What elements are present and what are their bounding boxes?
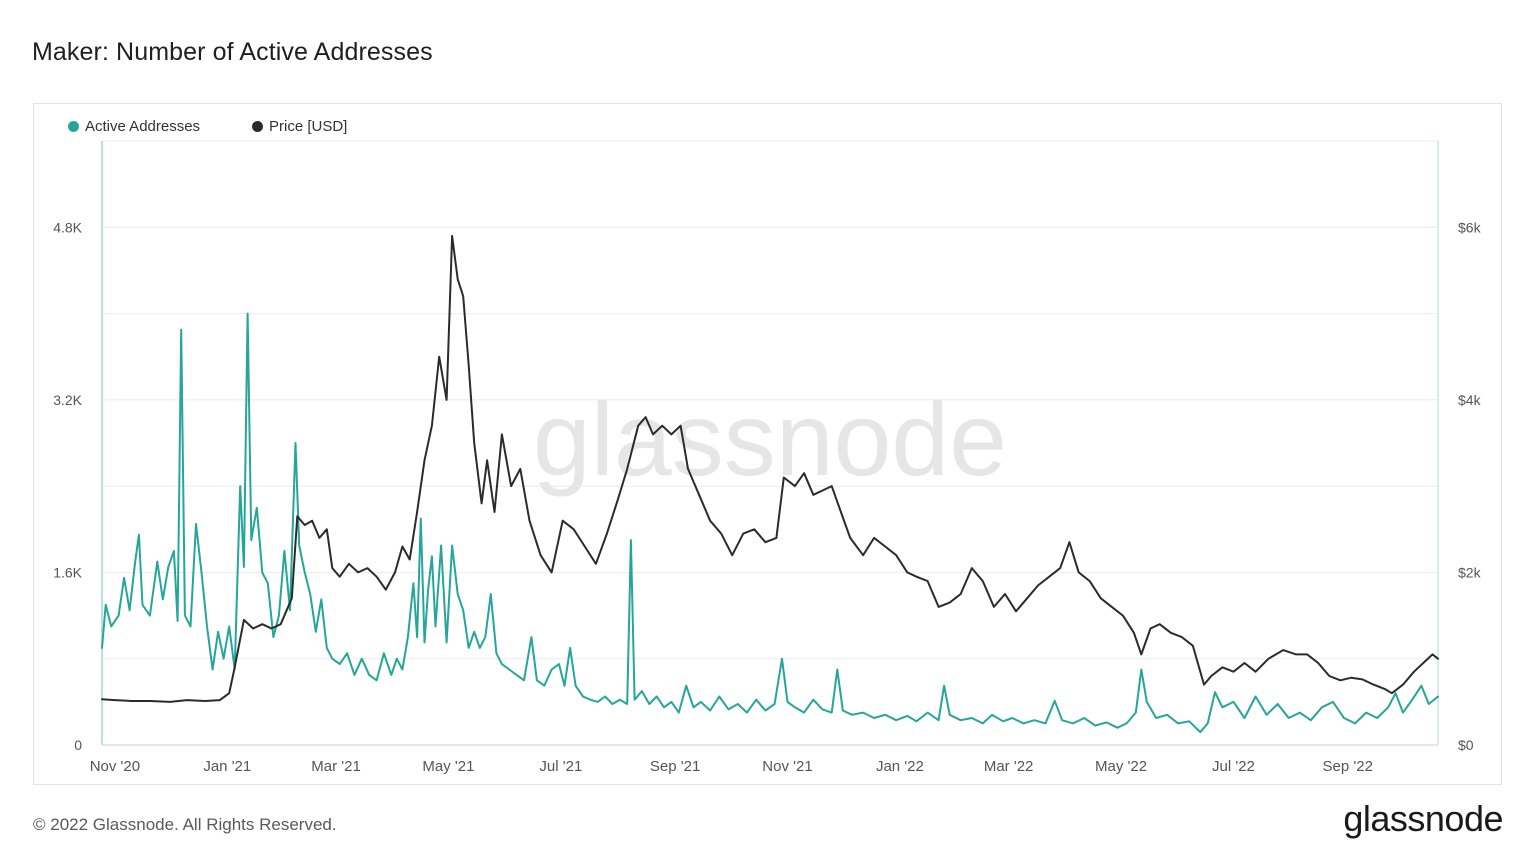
series-lines — [101, 234, 1439, 734]
x-tick-label: Jul '21 — [539, 758, 582, 775]
y-left-tick-label: 0 — [74, 737, 82, 753]
legend-item-price[interactable]: Price [USD] — [252, 118, 347, 135]
legend-label: Active Addresses — [85, 118, 201, 135]
grid-lines — [102, 140, 1438, 660]
x-tick-label: Jan '22 — [876, 758, 924, 775]
legend-label: Price [USD] — [269, 118, 348, 135]
axes: 0 1.6K 3.2K 4.8K $0 $2k $4k $6k Nov '20 Jan '21 Ma… — [53, 141, 1482, 775]
x-tick-label: May '21 — [422, 758, 474, 775]
legend-dot-icon — [252, 121, 263, 132]
y-left-tick-label: 3.2K — [53, 392, 82, 408]
price-line — [101, 234, 1439, 703]
chart-title: Maker: Number of Active Addresses — [32, 38, 433, 66]
x-tick-label: Sep '21 — [650, 758, 700, 775]
active-addresses-line — [101, 312, 1439, 734]
x-tick-label: Nov '21 — [762, 758, 812, 775]
x-tick-label: Mar '21 — [311, 758, 361, 775]
watermark: glassnode — [533, 382, 1007, 498]
legend-item-active-addresses[interactable]: Active Addresses — [68, 118, 200, 135]
y-right-tick-label: $0 — [1458, 737, 1474, 753]
x-tick-label: Jul '22 — [1212, 758, 1255, 775]
x-tick-label: Nov '20 — [90, 758, 140, 775]
y-left-tick-label: 1.6K — [53, 564, 82, 580]
copyright-text: © 2022 Glassnode. All Rights Reserved. — [33, 815, 337, 834]
glassnode-logo: glassnode — [1343, 798, 1503, 839]
x-tick-label: Sep '22 — [1323, 758, 1373, 775]
y-right-tick-label: $2k — [1458, 564, 1482, 580]
y-right-tick-label: $6k — [1458, 219, 1482, 235]
legend-dot-icon — [68, 121, 79, 132]
x-tick-label: Mar '22 — [984, 758, 1034, 775]
y-left-tick-label: 4.8K — [53, 219, 82, 235]
x-tick-label: Jan '21 — [203, 758, 251, 775]
y-right-tick-label: $4k — [1458, 392, 1482, 408]
x-tick-label: May '22 — [1095, 758, 1147, 775]
